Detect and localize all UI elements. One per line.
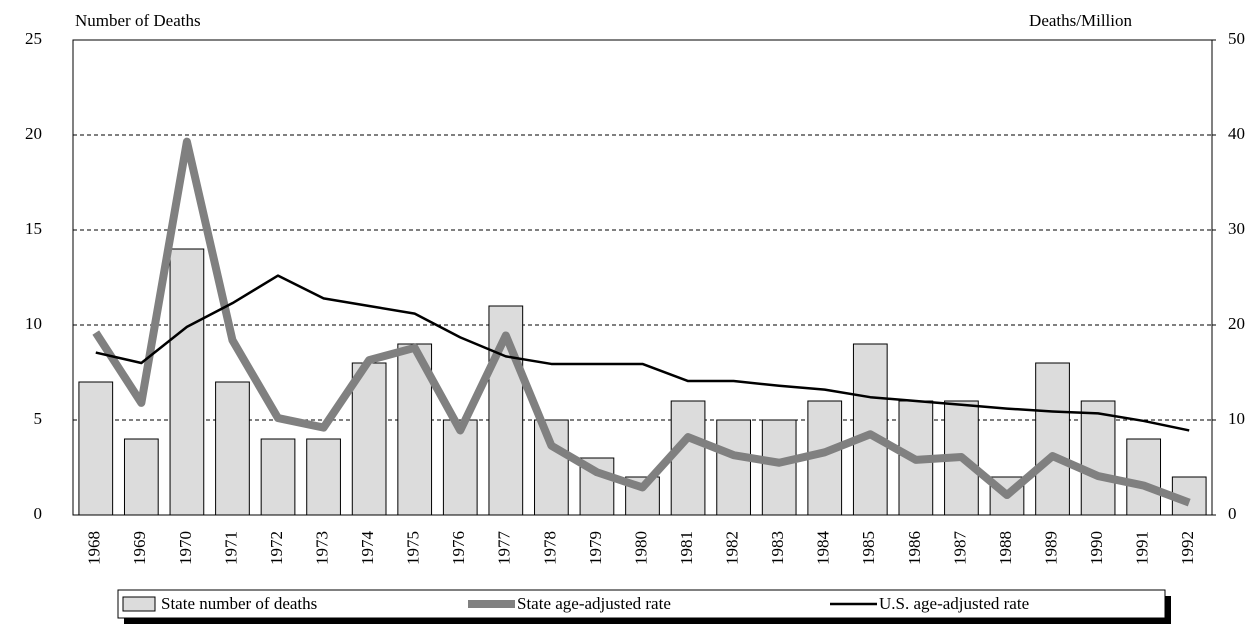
y-axis-title: Number of Deaths — [75, 11, 201, 30]
x-tick-label: 1985 — [859, 531, 878, 565]
legend-label: State number of deaths — [161, 594, 317, 613]
legend-box — [117, 589, 1166, 619]
y2-tick-label: 50 — [1228, 29, 1245, 48]
legend-label: U.S. age-adjusted rate — [879, 594, 1029, 613]
bar — [442, 419, 478, 516]
x-tick-label: 1981 — [677, 531, 696, 565]
bar — [1035, 362, 1070, 516]
x-tick-label: 1975 — [404, 531, 423, 565]
x-tick-label: 1978 — [540, 531, 559, 565]
line — [95, 274, 1190, 432]
x-tick-label: 1968 — [85, 531, 104, 565]
y2-tick-label: 30 — [1228, 219, 1245, 238]
x-tick-label: 1979 — [586, 531, 605, 565]
x-tick-label: 1991 — [1133, 531, 1152, 565]
y-tick-label: 25 — [25, 29, 42, 48]
bar — [534, 419, 569, 516]
x-tick-label: 1992 — [1178, 531, 1197, 565]
x-tick-label: 1983 — [768, 531, 787, 565]
x-tick-label: 1976 — [449, 531, 468, 565]
x-tick-label: 1982 — [723, 531, 742, 565]
x-tick-label: 1990 — [1087, 531, 1106, 565]
y2-tick-label: 0 — [1228, 504, 1237, 523]
bar — [1126, 438, 1162, 516]
y2-tick-label: 40 — [1228, 124, 1245, 143]
y-tick-label: 15 — [25, 219, 42, 238]
legend-swatch — [122, 596, 156, 612]
y-tick-label: 10 — [25, 314, 42, 333]
bar — [169, 248, 205, 516]
bar — [123, 438, 159, 516]
y2-axis-title: Deaths/Million — [1029, 11, 1132, 30]
y-tick-label: 0 — [34, 504, 43, 523]
x-tick-label: 1971 — [221, 531, 240, 565]
bar — [1080, 400, 1116, 516]
x-tick-label: 1986 — [905, 531, 924, 565]
bar — [78, 381, 114, 516]
bar — [260, 438, 296, 516]
x-tick-label: 1974 — [358, 531, 377, 566]
y2-tick-label: 20 — [1228, 314, 1245, 333]
x-tick-label: 1972 — [267, 531, 286, 565]
bar — [306, 438, 341, 516]
x-tick-label: 1977 — [495, 531, 514, 566]
x-tick-label: 1987 — [950, 531, 969, 566]
y2-tick-label: 10 — [1228, 409, 1245, 428]
bar — [215, 381, 250, 516]
bar — [351, 362, 387, 516]
y-tick-label: 20 — [25, 124, 42, 143]
bar — [670, 400, 706, 516]
legend-label: State age-adjusted rate — [517, 594, 671, 613]
x-tick-label: 1984 — [814, 531, 833, 566]
x-tick-label: 1989 — [1041, 531, 1060, 565]
bar — [716, 419, 751, 516]
y-tick-label: 5 — [34, 409, 43, 428]
line — [92, 137, 1191, 507]
bar — [852, 343, 888, 516]
x-tick-label: 1980 — [631, 531, 650, 565]
bar — [761, 419, 797, 516]
x-tick-label: 1970 — [176, 531, 195, 565]
x-tick-label: 1973 — [312, 531, 331, 565]
x-tick-label: 1988 — [996, 531, 1015, 565]
x-tick-label: 1969 — [130, 531, 149, 565]
